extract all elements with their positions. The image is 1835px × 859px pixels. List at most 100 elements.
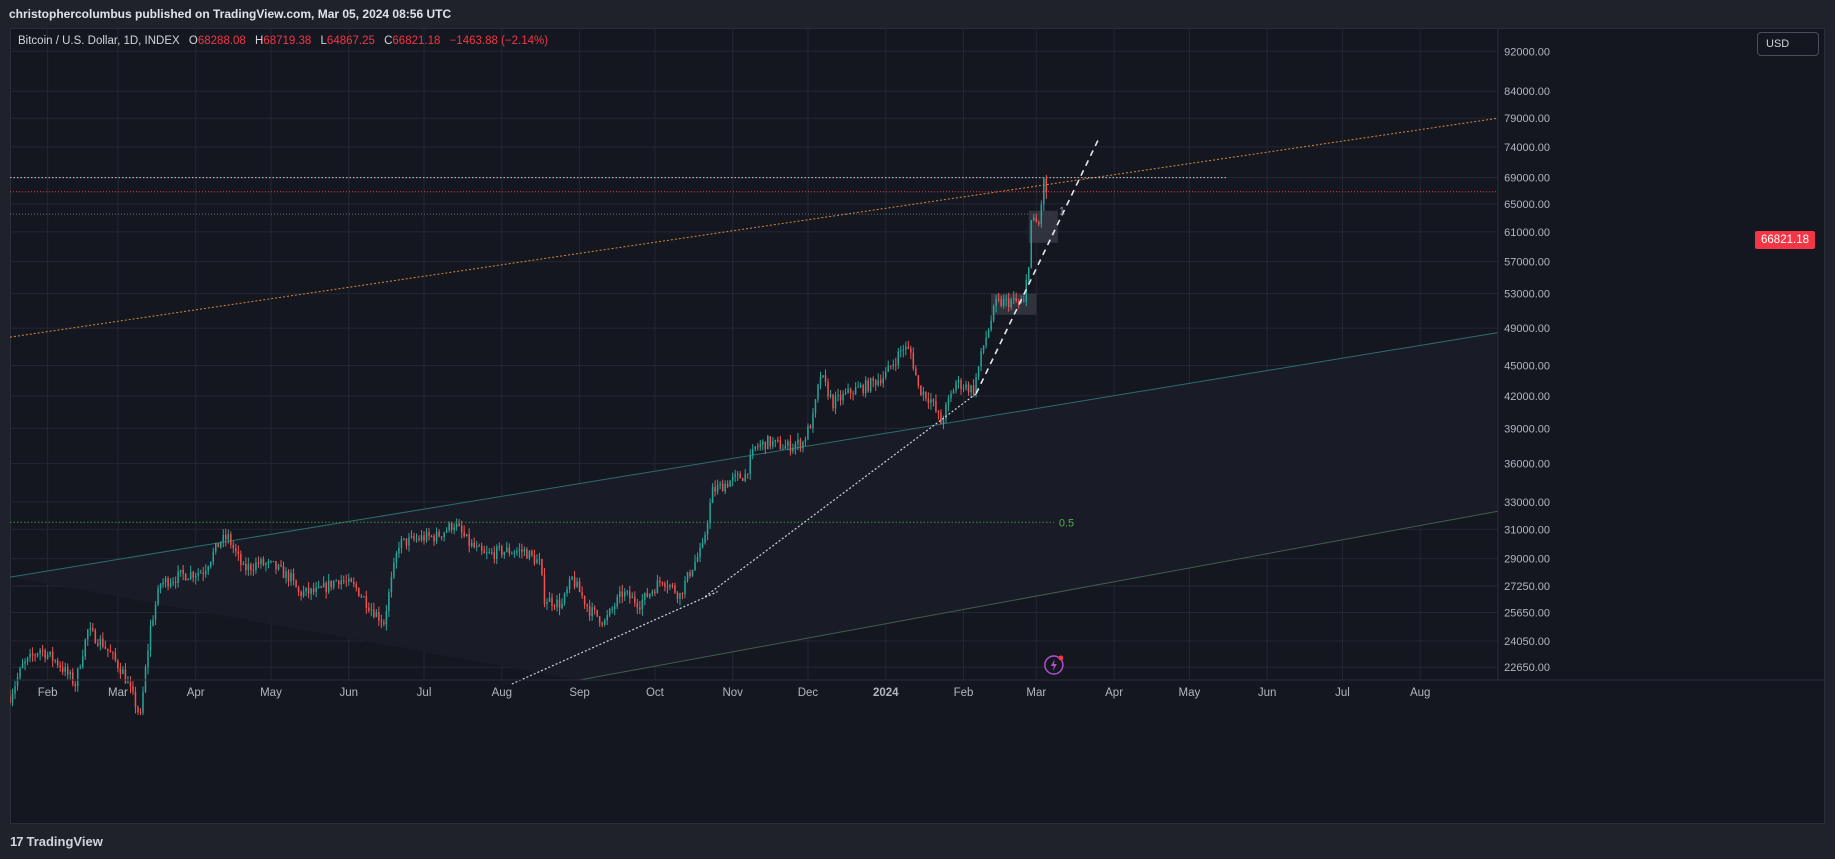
- low-label: L: [320, 35, 327, 47]
- candle-up: [64, 667, 66, 672]
- tradingview-logo[interactable]: 17 TradingView: [10, 824, 103, 859]
- candle-up: [403, 538, 405, 540]
- candle-up: [322, 582, 325, 588]
- candle-up: [215, 543, 217, 552]
- candle-up: [877, 380, 879, 385]
- candle-up: [900, 350, 902, 352]
- close-value: 66821.18: [392, 35, 441, 47]
- time-tick-label: Nov: [722, 687, 743, 699]
- candle-up: [89, 628, 92, 630]
- candle-up: [410, 535, 413, 538]
- candle-down: [646, 592, 649, 597]
- candle-down: [230, 534, 232, 545]
- candle-up: [684, 580, 686, 595]
- price-tick-label: 84000.00: [1504, 86, 1550, 98]
- candle-up: [754, 446, 757, 450]
- candle-down: [598, 616, 601, 624]
- candle-down: [287, 571, 290, 582]
- candle-up: [1005, 298, 1007, 300]
- candle-down: [852, 393, 854, 395]
- price-tick-label: 22650.00: [1504, 662, 1550, 674]
- candle-down: [714, 486, 716, 492]
- candle-up: [649, 593, 651, 597]
- candle-up: [591, 607, 593, 616]
- candle-down: [915, 368, 917, 376]
- candle-up: [701, 542, 704, 548]
- candle-up: [869, 378, 872, 392]
- candle-up: [516, 551, 518, 553]
- time-tick-label: May: [1178, 687, 1200, 699]
- candle-up: [393, 562, 395, 578]
- candle-down: [137, 707, 139, 712]
- candle-down: [34, 655, 36, 657]
- price-tick-label: 31000.00: [1504, 524, 1550, 536]
- candle-up: [420, 535, 423, 540]
- channel-fill: [10, 332, 1498, 680]
- price-axis[interactable]: 92000.00 84000.00 79000.00 74000.00 69000.00…: [1497, 28, 1550, 680]
- candle-up: [398, 547, 400, 554]
- candle-down: [493, 552, 496, 559]
- candle-up: [784, 446, 787, 449]
- candle-down: [225, 534, 227, 540]
- candle-down: [360, 596, 363, 598]
- candle-up: [804, 439, 807, 442]
- candle-up: [496, 546, 498, 559]
- candle-down: [558, 599, 561, 609]
- candle-up: [169, 583, 172, 587]
- candle-up: [842, 393, 844, 401]
- candle-down: [593, 607, 596, 610]
- candle-down: [937, 411, 940, 413]
- candle-down: [596, 609, 598, 617]
- candle-up: [154, 604, 157, 620]
- candle-up: [179, 569, 182, 572]
- symbol-name[interactable]: Bitcoin / U.S. Dollar, 1D, INDEX: [18, 35, 180, 47]
- candle-down: [917, 375, 920, 386]
- candle-up: [619, 591, 621, 597]
- candle-up: [736, 473, 739, 475]
- open-value: 68288.08: [197, 35, 246, 47]
- close-label: C: [384, 35, 393, 47]
- candle-up: [159, 584, 162, 589]
- candle-down: [458, 523, 460, 526]
- candle-up: [905, 346, 907, 350]
- candle-up: [744, 473, 746, 481]
- candle-down: [799, 439, 802, 449]
- candle-down: [940, 412, 942, 424]
- consolidation-box: [991, 293, 1037, 315]
- candle-up: [29, 653, 31, 658]
- candle-up: [315, 587, 317, 593]
- candle-up: [992, 305, 995, 321]
- candle-down: [56, 660, 59, 666]
- time-tick-label: Aug: [1410, 687, 1430, 699]
- candle-down: [66, 667, 69, 675]
- chart-canvas[interactable]: 10.5 92000.0084000.0079000.0074000.00690…: [10, 28, 1825, 824]
- candle-up: [19, 668, 21, 678]
- time-axis[interactable]: Feb Mar Apr May Jun Jul Aug Sep Oct Nov Dec 2024 Feb…: [10, 679, 1825, 699]
- candle-up: [443, 532, 445, 538]
- candle-down: [92, 628, 94, 631]
- price-tick-label: 69000.00: [1504, 173, 1550, 185]
- candle-up: [794, 443, 797, 448]
- price-tick-label: 79000.00: [1504, 113, 1550, 125]
- candle-up: [536, 559, 538, 564]
- candle-up: [624, 592, 626, 597]
- candle-down: [764, 441, 767, 450]
- currency-button[interactable]: USD: [1757, 32, 1819, 56]
- candle-up: [69, 672, 71, 675]
- change-value: −1463.88 (−2.14%): [449, 35, 549, 47]
- candle-down: [117, 660, 119, 669]
- symbol-legend: Bitcoin / U.S. Dollar, 1D, INDEX O68288.…: [18, 35, 548, 47]
- candle-up: [84, 639, 87, 657]
- candle-down: [681, 593, 684, 595]
- chart-pane[interactable]: [10, 28, 1825, 824]
- candle-down: [1038, 222, 1040, 224]
- candle-down: [345, 581, 347, 583]
- candle-down: [109, 650, 112, 653]
- time-tick-label: Sep: [569, 687, 589, 699]
- candle-up: [220, 541, 222, 548]
- candle-up: [363, 596, 365, 598]
- candle-up: [425, 532, 428, 541]
- candle-down: [553, 605, 556, 608]
- candle-up: [947, 398, 950, 405]
- candle-down: [473, 542, 475, 548]
